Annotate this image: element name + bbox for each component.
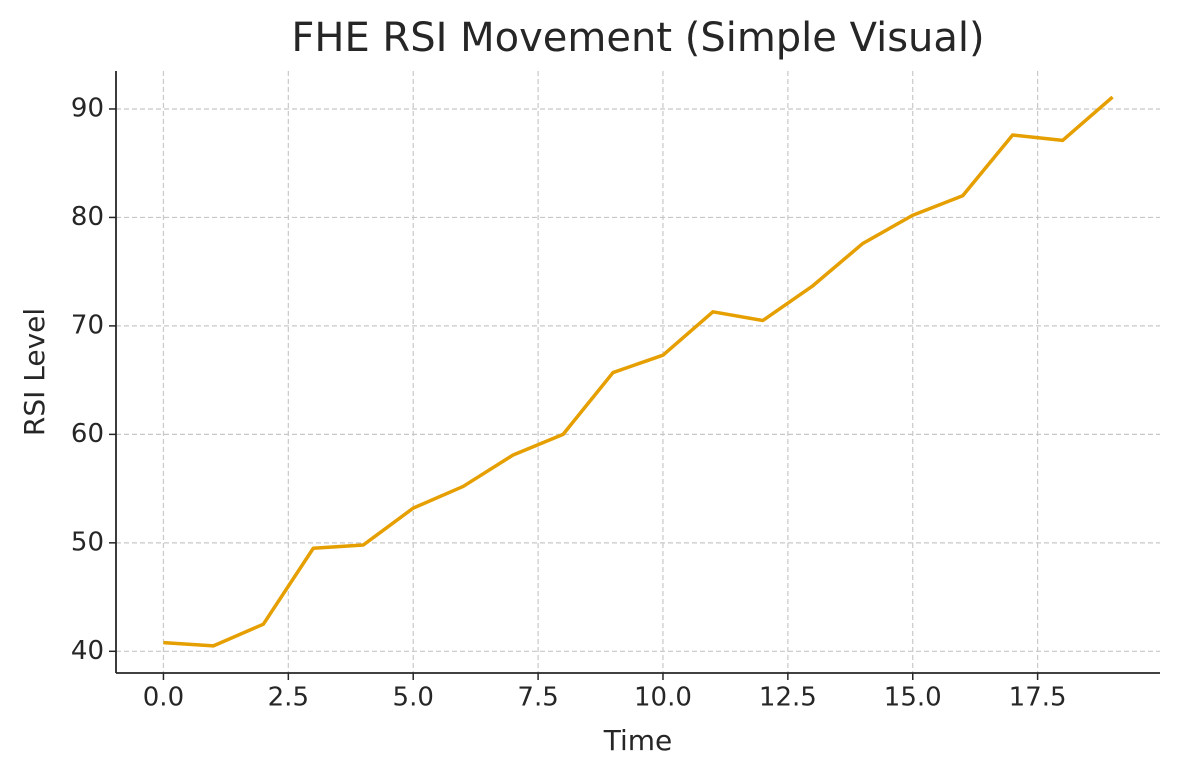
y-tick-label: 70 bbox=[71, 310, 104, 340]
y-tick-label: 80 bbox=[71, 202, 104, 232]
data-line bbox=[163, 95, 1114, 648]
x-axis-label: Time bbox=[603, 724, 673, 757]
y-axis-label: RSI Level bbox=[18, 308, 51, 436]
x-tick-label: 7.5 bbox=[517, 683, 558, 713]
y-tick-label: 90 bbox=[71, 93, 104, 123]
x-tick-label: 5.0 bbox=[393, 683, 434, 713]
x-tick-label: 2.5 bbox=[268, 683, 309, 713]
x-tick-label: 12.5 bbox=[759, 683, 817, 713]
chart-title: FHE RSI Movement (Simple Visual) bbox=[291, 15, 984, 61]
y-tick-label: 60 bbox=[71, 419, 104, 449]
x-tick-label: 0.0 bbox=[143, 683, 184, 713]
y-tick-label: 40 bbox=[71, 636, 104, 666]
x-tick-label: 10.0 bbox=[634, 683, 692, 713]
x-tick-label: 15.0 bbox=[884, 683, 942, 713]
y-tick-label: 50 bbox=[71, 527, 104, 557]
x-tick-label: 17.5 bbox=[1009, 683, 1067, 713]
